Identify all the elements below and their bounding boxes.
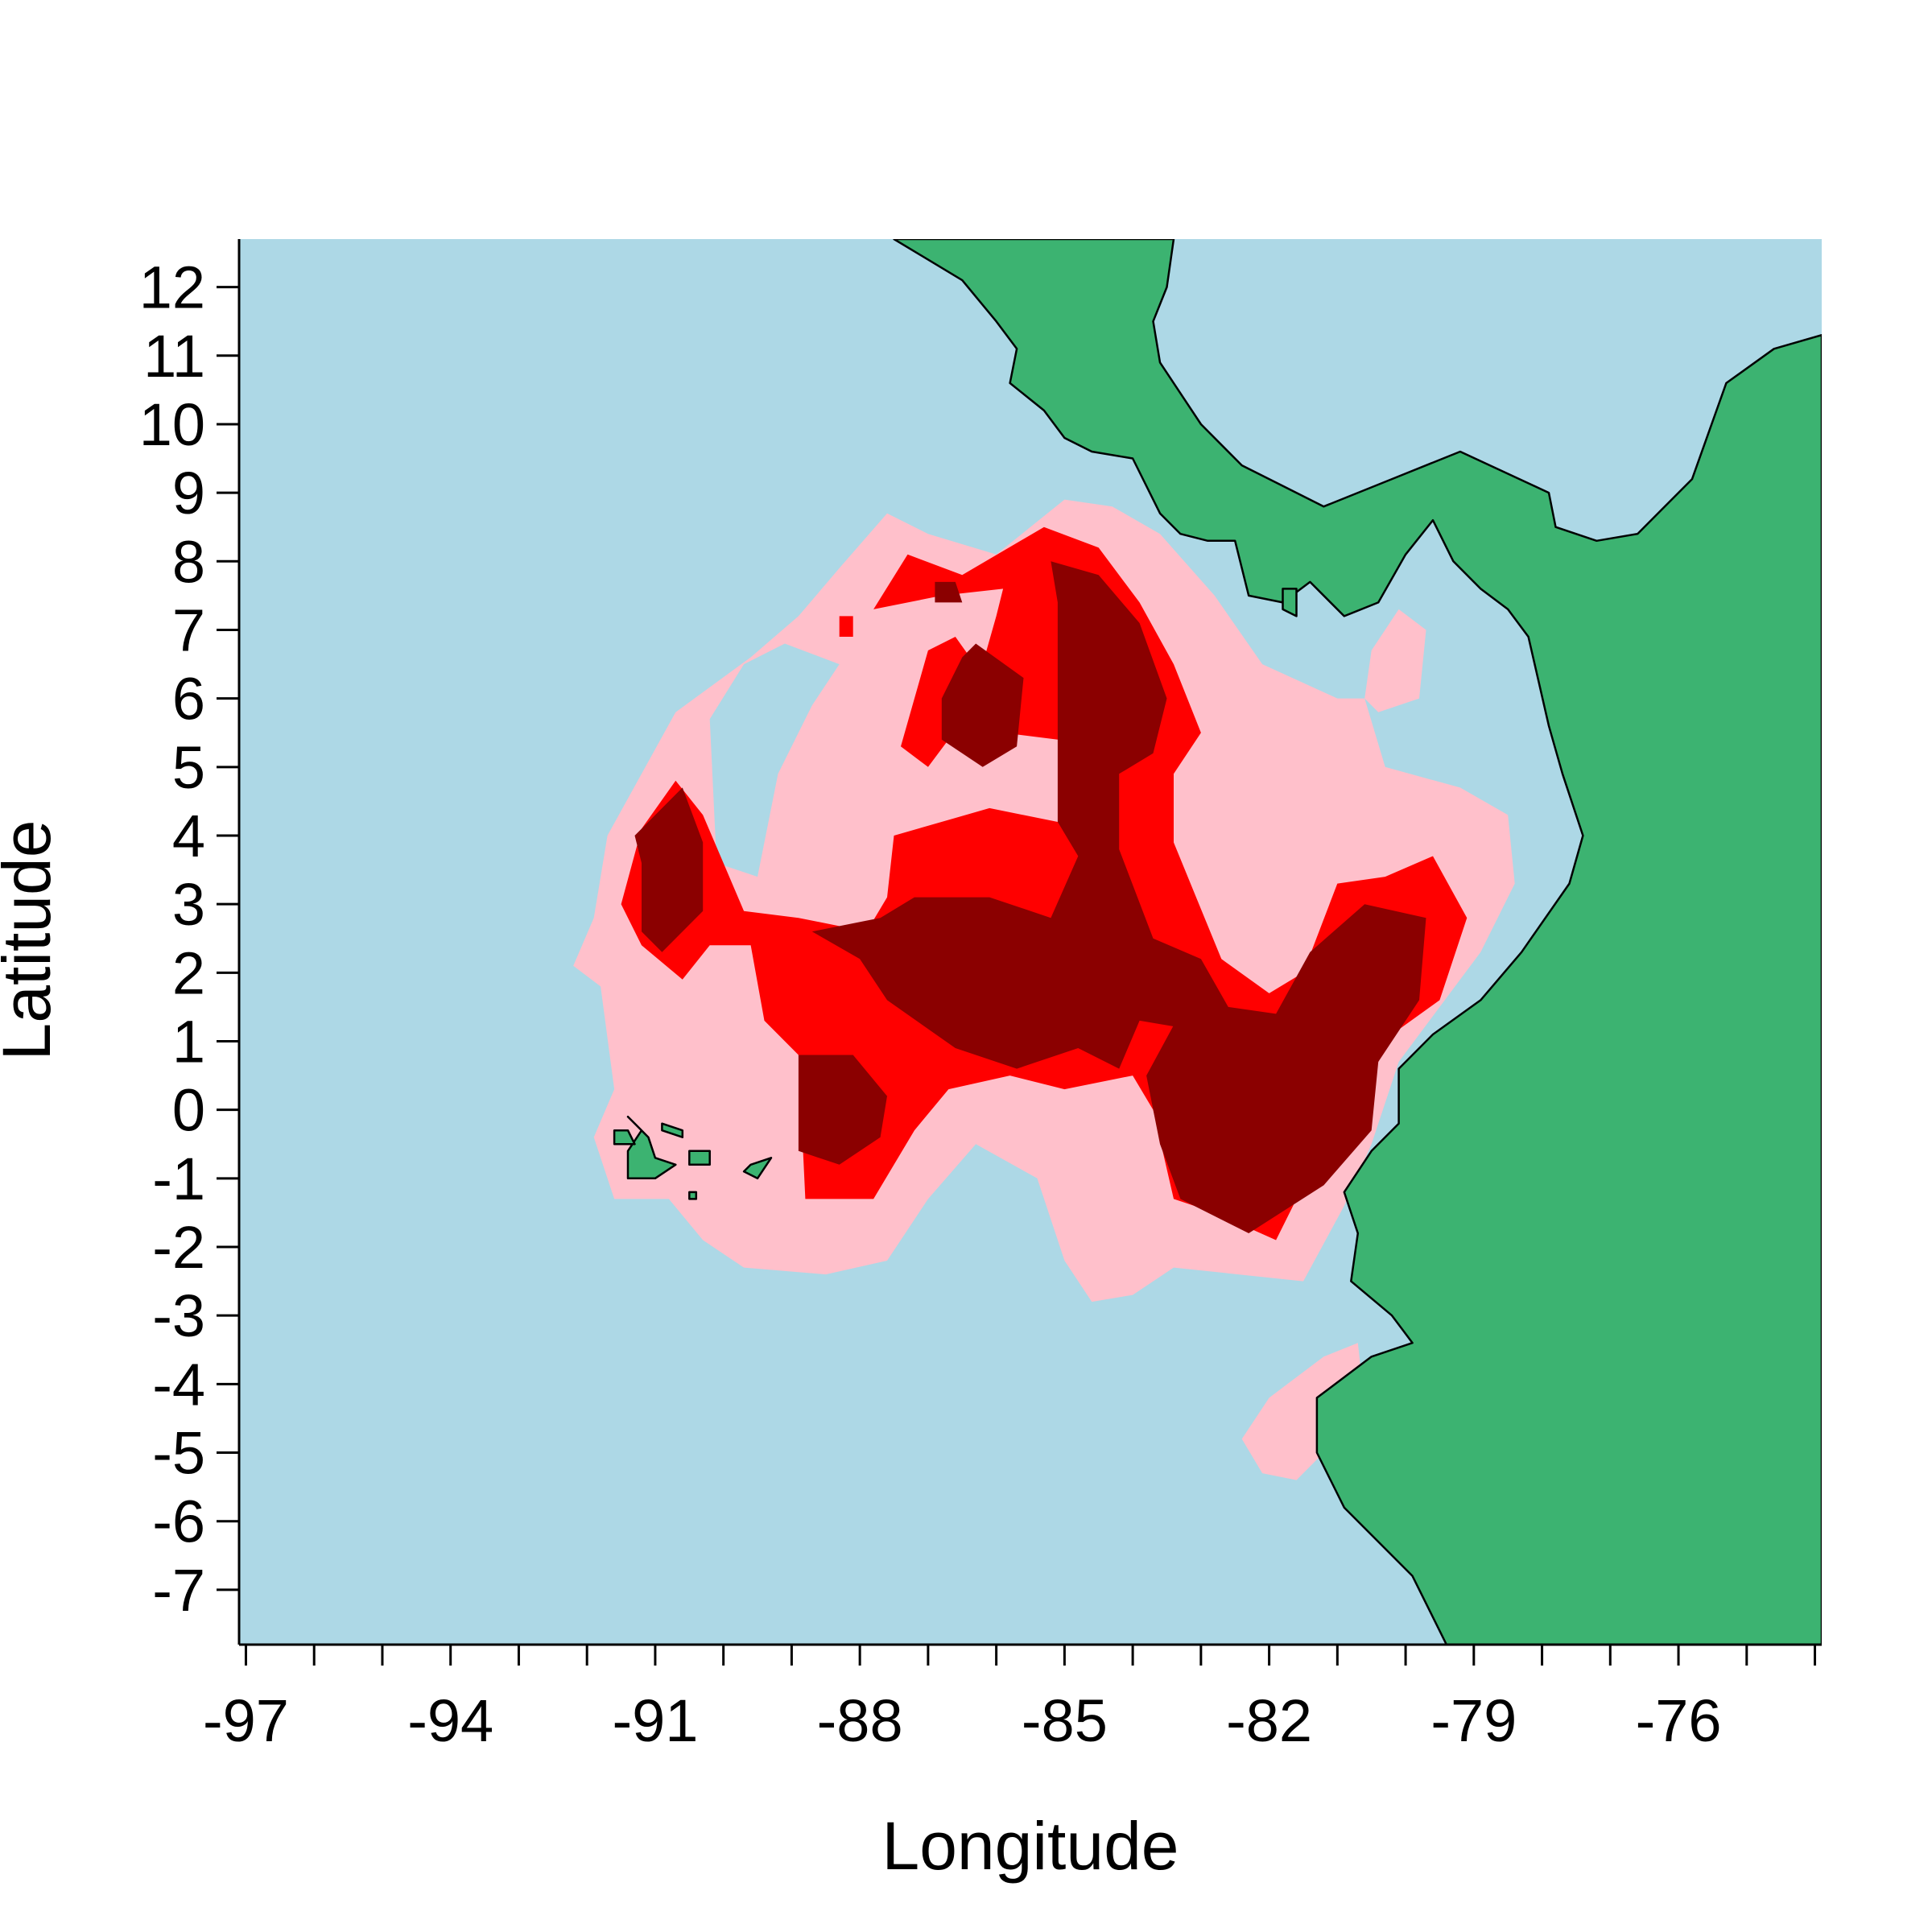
x-tick-label: -97 [203, 1687, 289, 1754]
y-tick-label: -5 [152, 1420, 205, 1487]
y-tick-label: 3 [172, 871, 205, 938]
map-layers [573, 239, 1822, 1645]
y-tick-label: 7 [172, 597, 205, 663]
y-tick-label: 11 [143, 323, 205, 390]
y-tick-label: 6 [172, 666, 205, 733]
x-tick-label: -82 [1226, 1687, 1312, 1754]
y-tick-label: -7 [152, 1557, 205, 1624]
density-high-high-north-small [935, 581, 963, 603]
y-tick-label: 9 [172, 460, 205, 526]
x-tick-label: -76 [1636, 1687, 1722, 1754]
y-tick-label: -2 [152, 1214, 205, 1281]
y-tick-label: 1 [172, 1008, 205, 1075]
x-tick-label: -94 [407, 1687, 493, 1754]
x-tick-label: -88 [817, 1687, 903, 1754]
x-axis-ticks: -97 -94 -91 -88 -85 -82 -79 -76 [203, 1645, 1817, 1754]
x-tick-label: -79 [1430, 1687, 1517, 1754]
y-tick-label: 12 [139, 254, 205, 321]
y-tick-label: 4 [172, 803, 205, 869]
y-tick-label: 10 [139, 391, 205, 458]
density-high-high-main [811, 561, 1426, 1233]
y-tick-label: -3 [152, 1282, 205, 1349]
island-isabela [626, 1115, 677, 1180]
density-high-high-north-blob [941, 643, 1024, 767]
y-tick-label: -4 [152, 1351, 205, 1418]
x-tick-label: -85 [1022, 1687, 1108, 1754]
density-high-high-south-west [798, 1055, 887, 1165]
island-santiago [661, 1122, 684, 1138]
island-floreana [688, 1191, 698, 1200]
island-santa-cruz [688, 1150, 711, 1166]
y-tick-label: 8 [172, 528, 205, 595]
y-tick-label: 5 [172, 734, 205, 801]
island-san-cristobal [742, 1157, 773, 1180]
land-central-america [893, 239, 1822, 1645]
density-high-high-west [634, 787, 704, 952]
density-low-low-south [1241, 1343, 1365, 1480]
x-tick-label: -91 [612, 1687, 698, 1754]
island-fernandina [613, 1129, 636, 1146]
y-tick-label: -1 [152, 1146, 205, 1212]
y-tick-label: 2 [172, 939, 205, 1006]
density-low-low-east-blob [1364, 609, 1426, 712]
density-mid-mid-small [839, 616, 853, 637]
ocean-hole-hole-a [709, 643, 840, 877]
y-tick-label: -6 [152, 1488, 205, 1555]
y-axis-title: Latitude [0, 820, 64, 1061]
x-axis-title: Longitude [881, 1808, 1179, 1884]
y-tick-label: 0 [172, 1077, 205, 1144]
island-coiba [1282, 588, 1298, 617]
